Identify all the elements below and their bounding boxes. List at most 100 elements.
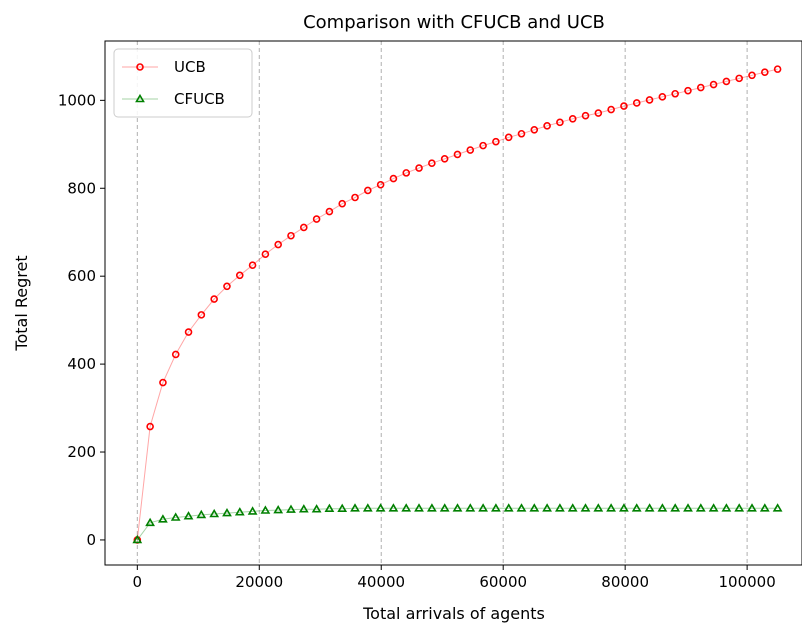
data-point-cfucb: [593, 503, 604, 512]
x-tick-label: 20000: [235, 573, 283, 591]
data-point-cfucb: [234, 507, 245, 516]
data-point-cfucb: [286, 504, 296, 513]
data-point-ucb: [415, 164, 423, 172]
data-point-cfucb: [158, 514, 168, 523]
data-point-ucb: [761, 68, 769, 77]
data-point-cfucb: [772, 503, 783, 512]
data-point-cfucb: [619, 503, 629, 512]
y-axis-label: Total Regret: [12, 255, 31, 351]
y-tick-label: 400: [67, 355, 96, 373]
legend-label-cfucb: CFUCB: [174, 90, 225, 108]
y-tick-label: 200: [67, 443, 96, 461]
data-point-ucb: [594, 109, 603, 117]
data-point-ucb: [210, 295, 218, 303]
data-point-ucb: [684, 86, 692, 95]
series-line-ucb: [136, 68, 778, 540]
data-point-cfucb: [657, 503, 668, 512]
data-point-ucb: [645, 96, 654, 104]
y-axis-ticks: 0 200 400 600 800 1000: [58, 91, 105, 549]
data-point-cfucb: [414, 503, 424, 512]
data-point-cfucb: [683, 503, 693, 512]
data-point-cfucb: [631, 503, 642, 512]
y-tick-label: 0: [86, 531, 96, 549]
data-point-ucb: [274, 240, 282, 249]
data-point-cfucb: [273, 505, 284, 514]
data-point-ucb: [504, 133, 513, 142]
data-point-cfucb: [439, 503, 450, 512]
data-point-cfucb: [555, 503, 565, 512]
data-point-ucb: [389, 174, 398, 183]
data-point-ucb: [466, 146, 475, 154]
x-tick-label: 0: [133, 573, 143, 591]
data-point-cfucb: [311, 504, 322, 513]
data-point-cfucb: [222, 508, 232, 517]
plot-frame: [104, 40, 802, 566]
data-point-cfucb: [670, 503, 681, 512]
chart-title: Comparison with CFUCB and UCB: [303, 12, 605, 33]
data-point-ucb: [338, 199, 347, 208]
data-point-ucb: [517, 129, 526, 138]
data-point-cfucb: [170, 512, 181, 521]
data-point-cfucb: [747, 503, 757, 512]
legend-marker-ucb: [136, 63, 144, 71]
data-point-cfucb: [708, 503, 719, 512]
data-point-ucb: [402, 169, 411, 177]
data-point-cfucb: [209, 508, 220, 518]
data-point-cfucb: [183, 511, 194, 520]
data-point-ucb: [184, 328, 193, 336]
x-tick-label: 100000: [718, 573, 775, 591]
data-point-ucb: [530, 125, 539, 134]
data-point-ucb: [492, 137, 500, 146]
data-point-cfucb: [452, 503, 463, 512]
data-point-cfucb: [401, 503, 412, 512]
data-point-ucb: [607, 105, 615, 114]
data-point-cfucb: [324, 503, 335, 513]
legend: UCB CFUCB: [113, 48, 253, 118]
data-point-ucb: [709, 80, 718, 89]
data-point-cfucb: [478, 503, 488, 512]
data-point-cfucb: [759, 503, 770, 512]
data-point-cfucb: [567, 503, 578, 512]
data-point-ucb: [351, 193, 359, 202]
data-point-cfucb: [337, 503, 348, 513]
data-point-ucb: [146, 422, 154, 431]
data-point-ucb: [722, 77, 731, 86]
data-point-ucb: [376, 180, 385, 189]
data-point-cfucb: [298, 504, 309, 513]
data-point-cfucb: [721, 503, 732, 512]
data-point-ucb: [735, 74, 743, 83]
data-point-cfucb: [542, 503, 552, 512]
data-point-cfucb: [260, 505, 271, 514]
data-point-ucb: [235, 271, 244, 280]
data-point-ucb: [581, 111, 590, 120]
data-point-cfucb: [375, 503, 386, 512]
data-point-ucb: [261, 250, 270, 259]
series-line-cfucb: [136, 507, 778, 541]
x-tick-label: 40000: [357, 573, 405, 591]
data-point-cfucb: [516, 503, 527, 512]
y-tick-label: 600: [67, 267, 96, 285]
data-point-ucb: [287, 231, 295, 240]
data-point-ucb: [428, 159, 436, 168]
data-point-ucb: [543, 122, 551, 130]
data-point-cfucb: [529, 503, 540, 512]
x-tick-label: 60000: [479, 573, 527, 591]
data-point-ucb: [568, 115, 577, 123]
data-point-ucb: [632, 99, 641, 107]
y-tick-label: 800: [67, 179, 96, 197]
data-point-ucb: [773, 65, 782, 73]
data-point-ucb: [440, 155, 449, 163]
data-point-ucb: [748, 71, 756, 80]
data-point-cfucb: [606, 503, 616, 512]
data-point-cfucb: [427, 503, 437, 512]
series-ucb: [133, 65, 782, 544]
data-point-ucb: [325, 207, 334, 216]
data-point-cfucb: [247, 506, 258, 515]
data-point-cfucb: [503, 503, 514, 512]
data-point-ucb: [159, 378, 167, 387]
series-cfucb: [132, 503, 783, 544]
legend-marker-cfucb: [135, 93, 145, 103]
data-point-cfucb: [388, 503, 399, 512]
data-point-cfucb: [132, 534, 143, 544]
